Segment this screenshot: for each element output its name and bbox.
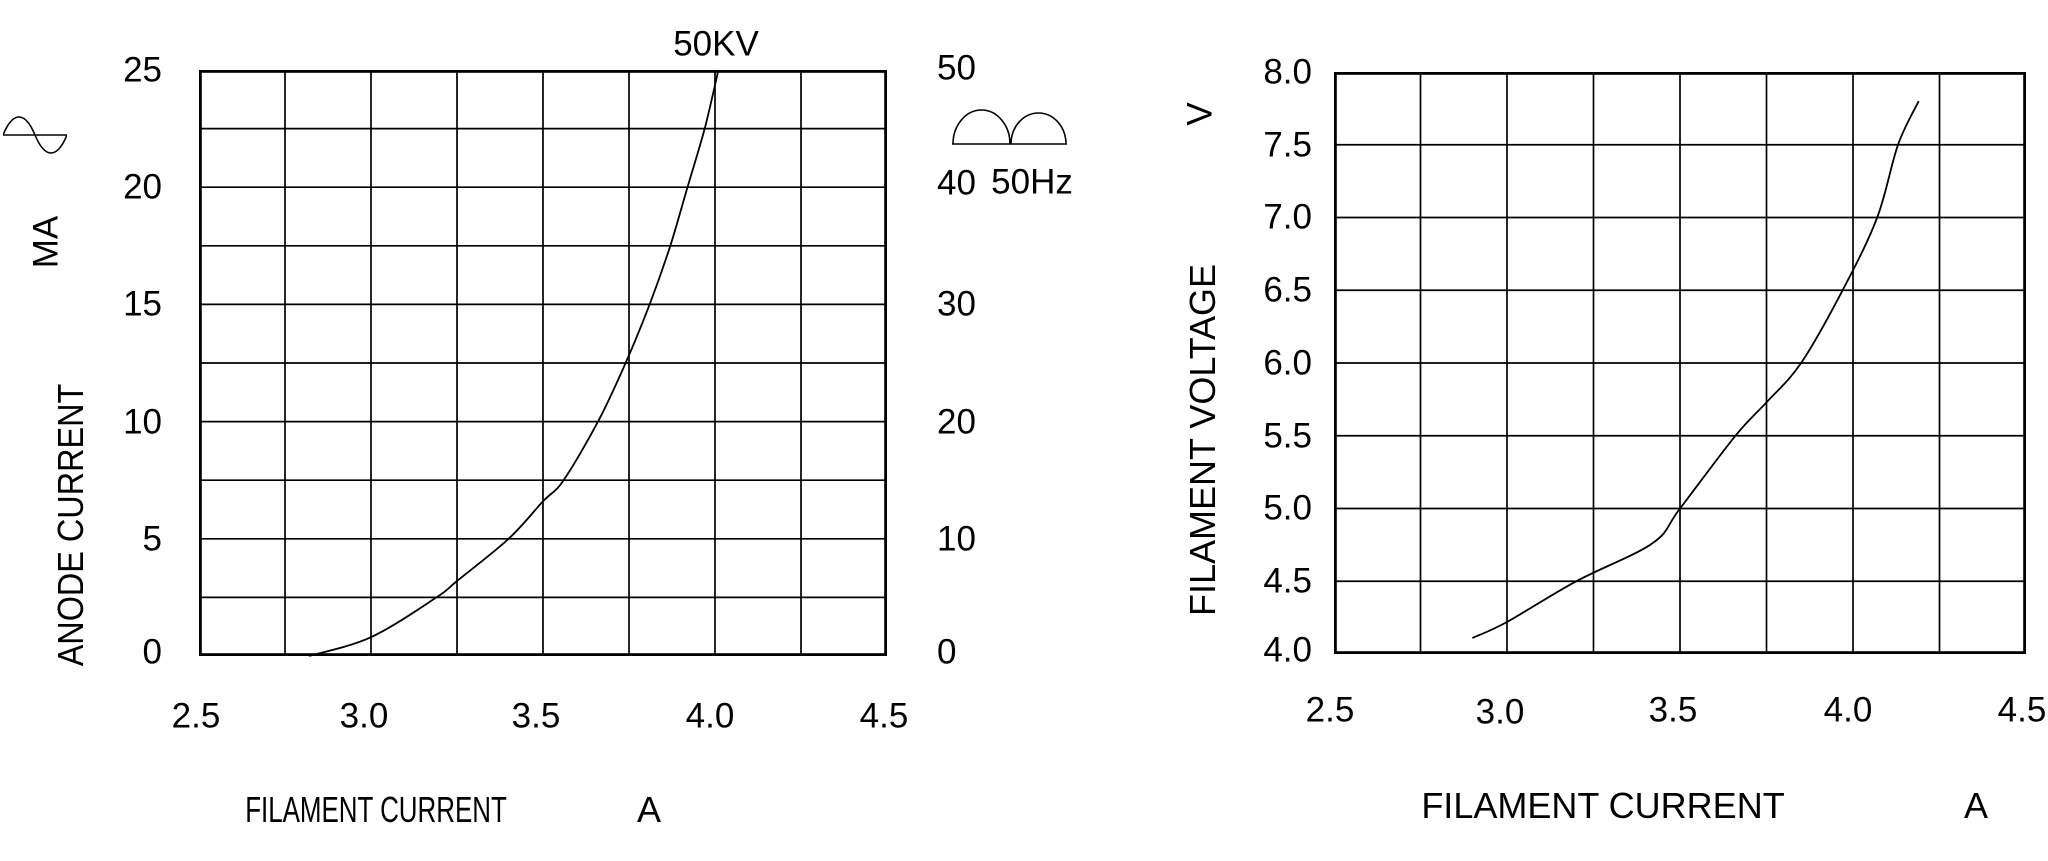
y-tick-left: 25 [123, 50, 162, 90]
y-tick: 6.0 [1263, 343, 1312, 383]
sine-wave-icon [3, 116, 67, 154]
y-axis-title-anode-current: ANODE CURRENT [50, 383, 91, 667]
y-tick-left: 0 [142, 632, 162, 672]
y-tick: 4.0 [1263, 630, 1312, 670]
y-tick-right: 0 [937, 632, 957, 672]
y-axis-unit-v: V [1180, 102, 1220, 126]
y-tick: 4.5 [1263, 561, 1312, 601]
y-tick: 8.0 [1263, 52, 1312, 92]
y-tick-left: 5 [142, 519, 162, 559]
characteristic-curve [308, 69, 720, 657]
x-tick: 4.5 [859, 696, 909, 736]
y-tick-left: 15 [123, 284, 162, 324]
y-tick: 7.0 [1263, 197, 1312, 237]
y-tick-left: 20 [123, 167, 162, 207]
x-tick: 3.5 [1648, 690, 1698, 730]
y-tick: 6.5 [1263, 270, 1312, 310]
x-tick: 2.5 [1305, 690, 1355, 730]
x-tick: 4.0 [685, 696, 735, 736]
y-tick-left: 10 [123, 402, 162, 442]
x-tick: 3.5 [511, 696, 561, 736]
x-tick: 2.5 [171, 696, 221, 736]
characteristic-curve [1472, 100, 1920, 639]
x-axis-title-left: FILAMENT CURRENT [245, 789, 507, 830]
y-axis-unit-ma: MA [26, 215, 66, 269]
y-tick: 5.5 [1263, 416, 1312, 456]
y-tick-right: 50 [937, 48, 976, 88]
x-tick: 3.0 [339, 696, 389, 736]
frequency-label-50hz: 50Hz [991, 162, 1073, 202]
x-tick: 3.0 [1475, 692, 1525, 732]
x-axis-title-right: FILAMENT CURRENT [1421, 785, 1785, 826]
x-axis-unit-left: A [636, 789, 662, 830]
y-tick-right: 40 [937, 163, 976, 203]
y-tick-right: 20 [937, 402, 976, 442]
y-tick: 7.5 [1263, 125, 1312, 165]
anode-current-plot [198, 69, 888, 657]
y-tick-right: 10 [937, 519, 976, 559]
filament-voltage-plot [1333, 71, 2027, 655]
full-wave-rectified-icon [952, 109, 1067, 145]
x-tick: 4.5 [1997, 690, 2047, 730]
y-axis-title-filament-voltage: FILAMENT VOLTAGE [1182, 263, 1223, 617]
curve-label-50kv: 50KV [673, 24, 759, 64]
y-tick-right: 30 [937, 284, 976, 324]
x-tick: 4.0 [1823, 690, 1873, 730]
x-axis-unit-right: A [1963, 785, 1989, 826]
y-tick: 5.0 [1263, 488, 1312, 528]
